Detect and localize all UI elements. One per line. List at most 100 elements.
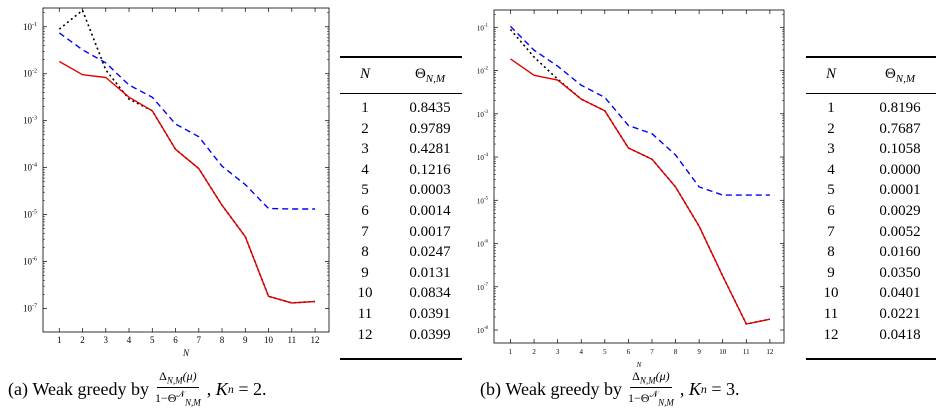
x-tick-label: 5 — [150, 335, 155, 345]
y-tick-label: 10-6 — [23, 257, 37, 267]
cell-n: 10 — [357, 285, 373, 302]
cell-n: 12 — [357, 326, 373, 343]
frac-num-sub: N,M — [639, 375, 656, 386]
x-tick-label: 4 — [579, 348, 583, 356]
table-header-n: N — [825, 66, 836, 82]
cell-theta: 0.0014 — [409, 203, 451, 219]
cell-theta: 0.1058 — [879, 141, 921, 158]
table-mid-rule — [806, 93, 936, 94]
y-tick-label: 10-5 — [23, 210, 37, 220]
theta-subscript: N,M — [895, 73, 916, 85]
plot-frame — [42, 7, 330, 333]
table-a: N ΘN,M 1 0.8435 2 0.9789 3 0.4281 4 0.1216 5 0.00… — [340, 56, 462, 360]
caption-prefix: Weak greedy by — [32, 379, 149, 400]
frac-den-sup: 𝒩 — [649, 389, 659, 400]
cell-n: 5 — [361, 182, 369, 199]
frac-den-sub: N,M — [658, 397, 674, 408]
cell-theta: 0.4281 — [409, 141, 451, 158]
x-tick-label: 7 — [197, 335, 202, 345]
cell-n: 6 — [361, 203, 369, 219]
cell-n: 4 — [827, 161, 835, 178]
cell-n: 12 — [823, 326, 839, 343]
y-tick-label: 10-6 — [477, 240, 489, 249]
table-mid-rule — [340, 93, 462, 94]
cell-n: 9 — [827, 264, 835, 281]
y-tick-label: 10-8 — [477, 326, 489, 335]
series-line-solid — [58, 60, 316, 304]
cell-theta: 0.0418 — [879, 326, 921, 343]
cell-theta: 0.0399 — [409, 326, 451, 343]
x-tick-label: 1 — [509, 348, 513, 356]
y-tick-label: 10-4 — [477, 153, 489, 162]
y-tick-label: 10-3 — [23, 116, 37, 126]
cell-n: 11 — [823, 306, 839, 322]
table-header-n: N — [359, 66, 370, 82]
x-tick-label: 5 — [603, 348, 607, 356]
cell-n: 7 — [827, 223, 835, 240]
cell-n: 8 — [361, 244, 369, 261]
x-tick-label: 10 — [719, 348, 727, 356]
x-tick-label: 12 — [766, 348, 774, 356]
cell-n: 3 — [361, 141, 369, 158]
x-tick-label: 1 — [57, 335, 62, 345]
x-tick-label: 3 — [104, 335, 109, 345]
x-tick-label: 11 — [743, 348, 750, 356]
cell-theta: 0.0029 — [879, 203, 921, 219]
cell-n: 11 — [357, 306, 373, 322]
cell-n: 5 — [827, 182, 835, 199]
cell-theta: 0.0131 — [409, 264, 451, 281]
theta-symbol: Θ — [414, 66, 426, 82]
x-tick-label: 9 — [243, 335, 248, 345]
cell-n: 3 — [827, 141, 835, 158]
plot-b: 10-110-210-310-410-510-610-710-81 2 3 4 5 6 7 8… — [477, 9, 785, 369]
caption-var-sub: n — [700, 382, 707, 397]
series-line-dotted — [509, 28, 771, 325]
table-top-rule — [340, 56, 462, 58]
frac-num: Δ — [632, 369, 640, 383]
frac-num: Δ — [159, 369, 167, 383]
y-tick-label: 10-3 — [477, 110, 489, 119]
caption-fraction: ΔN,M(μ) 1−Θ𝒩N,M — [153, 370, 203, 410]
caption-var-sub: n — [227, 382, 234, 397]
frac-num-sub: N,M — [166, 375, 183, 386]
frac-den: 1−Θ — [628, 391, 650, 406]
cell-theta: 0.0001 — [879, 182, 921, 199]
cell-theta: 0.0401 — [879, 285, 921, 302]
y-tick-label: 10-4 — [23, 163, 37, 173]
x-tick-label: 4 — [127, 335, 132, 345]
x-tick-label: 6 — [627, 348, 631, 356]
cell-n: 8 — [827, 244, 835, 261]
cell-n: 2 — [361, 120, 369, 137]
x-tick-label: 7 — [650, 348, 654, 356]
x-tick-label: 3 — [556, 348, 560, 356]
series-line-dashed — [510, 25, 770, 196]
caption-tail: = 2. — [233, 379, 267, 400]
cell-n: 1 — [827, 100, 835, 116]
table-b: N ΘN,M 1 0.8196 2 0.7687 3 0.1058 4 0.0000 5 0.00… — [806, 56, 936, 360]
frac-den-sup: 𝒩 — [176, 389, 186, 400]
x-tick-label: 2 — [80, 335, 85, 345]
y-tick-label: 10-5 — [477, 196, 489, 205]
cell-theta: 0.0017 — [409, 223, 451, 240]
theta-subscript: N,M — [425, 73, 446, 85]
caption-var: K — [688, 379, 701, 400]
frac-den: 1−Θ — [154, 391, 177, 406]
plot-a: 10-110-210-310-410-510-610-71 2 3 4 5 6 7 8 9 10 1… — [23, 7, 330, 358]
cell-theta: 0.0350 — [879, 264, 921, 281]
cell-theta: 0.9789 — [409, 120, 451, 137]
cell-n: 4 — [361, 161, 369, 178]
caption-label: (b) — [480, 379, 501, 400]
caption-var: K — [215, 379, 228, 400]
x-tick-label: 10 — [264, 335, 274, 345]
series-line-solid — [510, 58, 771, 325]
cell-theta: 0.0160 — [879, 244, 921, 261]
cell-theta: 0.0052 — [879, 223, 921, 240]
series-line-dotted — [58, 9, 316, 304]
y-tick-label: 10-7 — [23, 304, 37, 314]
cell-theta: 0.0247 — [409, 244, 451, 261]
x-tick-label: 8 — [674, 348, 678, 356]
x-tick-label: 11 — [287, 335, 296, 345]
caption-prefix: Weak greedy by — [505, 379, 623, 400]
y-tick-label: 10-7 — [477, 283, 489, 292]
